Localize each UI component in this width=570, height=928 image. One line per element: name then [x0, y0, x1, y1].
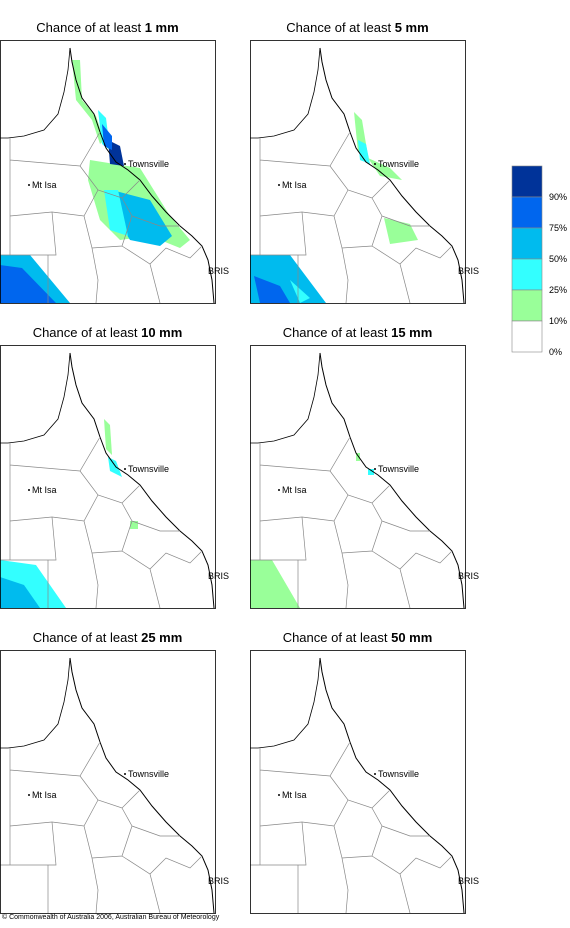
place-label: BRIS [458, 571, 479, 581]
rain-area [104, 190, 128, 236]
legend-swatch [511, 196, 543, 229]
place-label: Mt Isa [282, 790, 307, 800]
legend-swatch [511, 165, 543, 198]
rain-area [368, 469, 374, 475]
panel-title: Chance of at least 5 mm [286, 20, 428, 35]
place-label: Townsville [378, 464, 419, 474]
town-dot [124, 773, 126, 775]
place-label: BRIS [208, 571, 229, 581]
place-label: Townsville [128, 159, 169, 169]
copyright: © Commonwealth of Australia 2006, Austra… [2, 913, 220, 921]
legend-label: 0% [549, 347, 562, 357]
town-dot [28, 184, 30, 186]
place-label: BRIS [458, 266, 479, 276]
title-amount: 10 mm [141, 325, 182, 340]
panel-title: Chance of at least 15 mm [283, 325, 433, 340]
panel-title: Chance of at least 1 mm [36, 20, 178, 35]
title-prefix: Chance of at least [286, 20, 391, 35]
title-amount: 5 mm [395, 20, 429, 35]
town-dot [28, 489, 30, 491]
rain-area [254, 276, 290, 303]
map-panel: Chance of at least 10 mm Townsville Mt Isa… [0, 325, 229, 609]
title-prefix: Chance of at least [283, 325, 388, 340]
town-dot [124, 163, 126, 165]
title-amount: 50 mm [391, 630, 432, 645]
legend-swatch [511, 227, 543, 260]
rain-area [384, 218, 418, 244]
rain-area [0, 265, 56, 303]
map-outline [0, 657, 215, 914]
town-dot [374, 468, 376, 470]
town-dot [28, 794, 30, 796]
map-panel: Chance of at least 50 mm Townsville Mt Isa… [249, 630, 479, 914]
town-dot [278, 794, 280, 796]
title-prefix: Chance of at least [283, 630, 388, 645]
rain-area [0, 577, 40, 608]
legend-swatch [511, 320, 543, 353]
rain-area [130, 521, 138, 529]
place-label: Mt Isa [32, 180, 57, 190]
place-label: Mt Isa [282, 180, 307, 190]
panel-title: Chance of at least 25 mm [33, 630, 183, 645]
rain-area [368, 158, 402, 180]
rain-area [104, 419, 112, 455]
rain-area [72, 60, 104, 144]
title-amount: 25 mm [141, 630, 182, 645]
map-panel: Chance of at least 15 mm Townsville Mt Isa… [249, 325, 479, 609]
town-dot [278, 184, 280, 186]
place-label: Townsville [378, 159, 419, 169]
town-dot [278, 489, 280, 491]
place-label: BRIS [208, 266, 229, 276]
place-label: Townsville [378, 769, 419, 779]
place-label: Mt Isa [32, 485, 57, 495]
place-label: Mt Isa [282, 485, 307, 495]
legend-label: 75% [549, 223, 567, 233]
panel-frame [0, 40, 216, 304]
title-amount: 15 mm [391, 325, 432, 340]
legend-label: 10% [549, 316, 567, 326]
place-label: Townsville [128, 464, 169, 474]
panel-frame [250, 650, 466, 914]
map-outline [249, 657, 465, 914]
panel-title: Chance of at least 50 mm [283, 630, 433, 645]
panel-frame [0, 650, 216, 914]
title-prefix: Chance of at least [33, 630, 138, 645]
map-panel: Chance of at least 25 mm Townsville Mt Isa… [0, 630, 229, 914]
legend-swatch [511, 289, 543, 322]
rain-area [250, 560, 300, 608]
map-panel: Chance of at least 5 mm Townsville Mt Isa B… [249, 20, 479, 304]
map-panel: Chance of at least 1 mm Townsville Mt Isa B… [0, 20, 229, 304]
legend-label: 90% [549, 192, 567, 202]
town-dot [374, 773, 376, 775]
rain-area [358, 140, 370, 164]
map-outline [249, 352, 465, 609]
title-prefix: Chance of at least [33, 325, 138, 340]
title-prefix: Chance of at least [36, 20, 141, 35]
town-dot [374, 163, 376, 165]
panel-frame [0, 345, 216, 609]
legend-swatch [511, 258, 543, 291]
place-label: Townsville [128, 769, 169, 779]
rain-area [290, 280, 310, 303]
panel-frame [250, 345, 466, 609]
legend-label: 25% [549, 285, 567, 295]
panel-title: Chance of at least 10 mm [33, 325, 183, 340]
place-label: BRIS [458, 876, 479, 886]
place-label: Mt Isa [32, 790, 57, 800]
legend-label: 50% [549, 254, 567, 264]
place-label: BRIS [208, 876, 229, 886]
title-amount: 1 mm [145, 20, 179, 35]
rain-area [108, 457, 122, 477]
panel-frame [250, 40, 466, 304]
town-dot [124, 468, 126, 470]
